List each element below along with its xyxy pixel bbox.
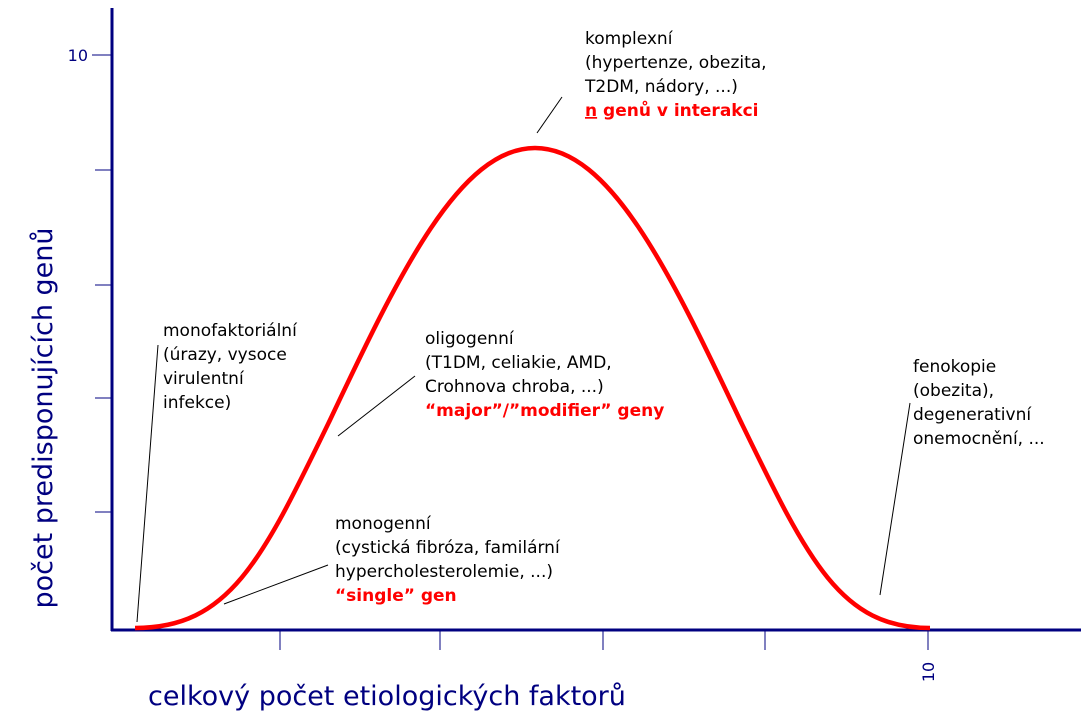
axes — [110, 8, 1081, 632]
leader-line — [536, 96, 563, 134]
leader-lines — [136, 96, 911, 623]
leader-line — [223, 564, 329, 605]
annotation-line: (hypertenze, obezita, — [585, 53, 767, 73]
y-tick-label: 10 — [68, 46, 88, 65]
annotation-line: virulentní — [163, 369, 245, 389]
annotation-line: infekce) — [163, 393, 231, 413]
annotation-line: (úrazy, vysoce — [163, 345, 287, 365]
x-tick-label: 10 — [919, 662, 938, 682]
annotation-line: oligogenní — [425, 329, 515, 349]
annotation-line: monogenní — [335, 514, 432, 534]
annotation-highlight: “major”/”modifier” geny — [425, 401, 664, 421]
highlight-part: genů v interakci — [597, 99, 758, 121]
annotation-line: komplexní — [585, 29, 674, 49]
highlight-part: “single” gen — [335, 586, 457, 606]
curve — [134, 145, 931, 631]
annotation-line: fenokopie — [913, 357, 996, 377]
annotation-line: (cystická fibróza, familární — [335, 538, 561, 558]
highlight-part: n — [585, 101, 597, 121]
leader-line — [337, 375, 416, 437]
leader-line — [879, 402, 911, 596]
annotation-line: (obezita), — [913, 381, 994, 401]
x-axis-label: celkový počet etiologických faktorů — [148, 681, 626, 712]
annotation-line: degenerativní — [913, 405, 1032, 425]
annotation-line: Crohnova chroba, ...) — [425, 377, 604, 397]
highlight-part: “major”/”modifier” geny — [425, 401, 664, 421]
annotation-line: monofaktoriální — [163, 321, 298, 341]
annotation-highlight: “single” gen — [335, 586, 457, 606]
annotation-line: (T1DM, celiakie, AMD, — [425, 353, 612, 373]
annotation-line: T2DM, nádory, ...) — [584, 77, 738, 97]
annotation-line: hypercholesterolemie, ...) — [335, 562, 553, 582]
annotation-highlight: n genů v interakci — [585, 99, 759, 121]
leader-line — [136, 344, 159, 623]
annotation-line: onemocnění, ... — [913, 429, 1045, 449]
ticks — [92, 54, 929, 650]
y-axis-label: počet predisponujících genů — [28, 228, 59, 609]
